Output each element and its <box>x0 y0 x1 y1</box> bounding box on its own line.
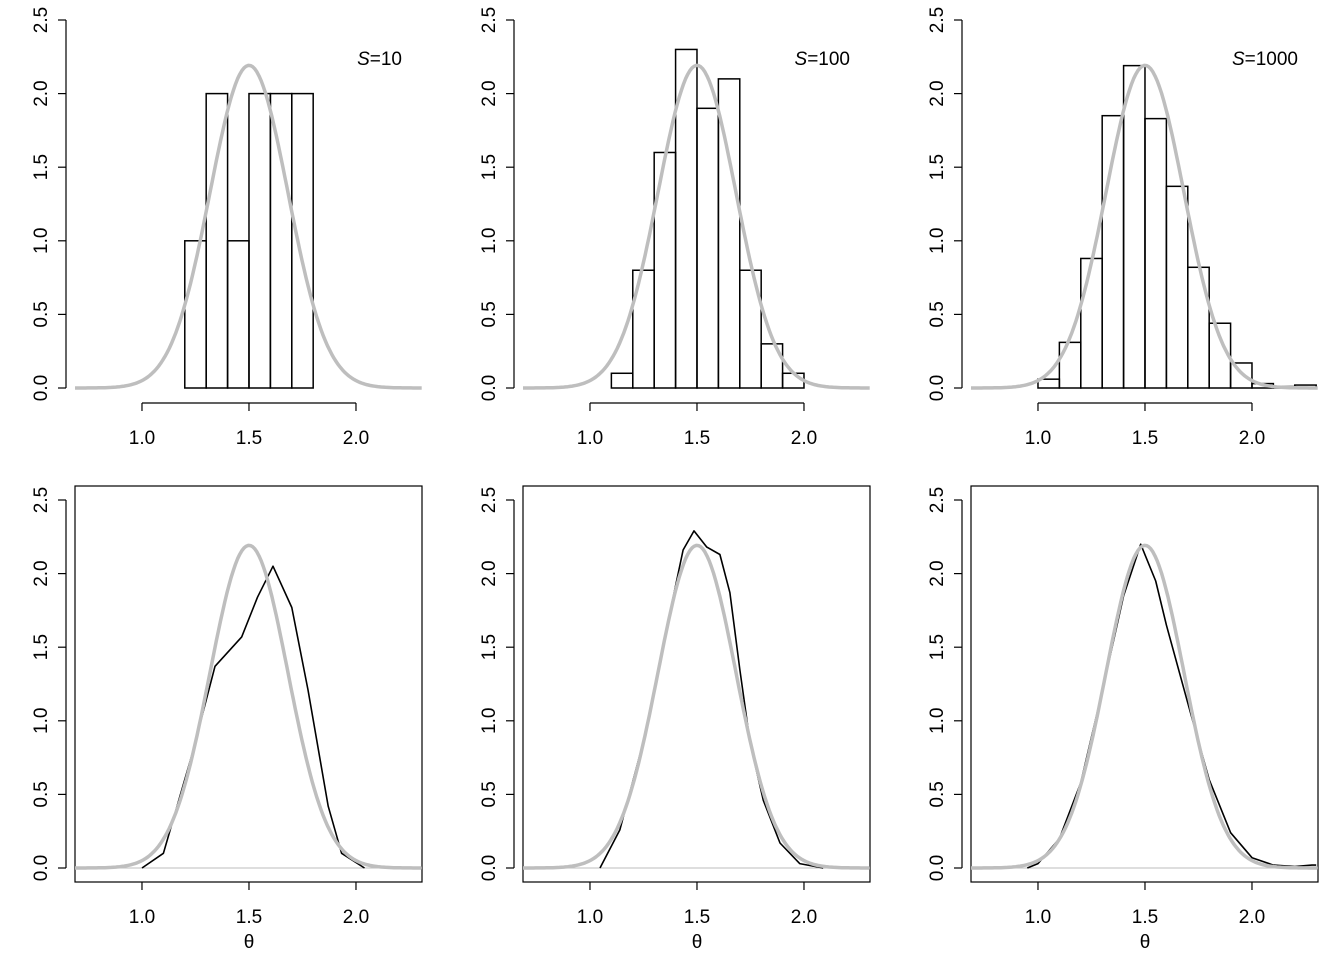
kde-line <box>599 530 824 869</box>
y-tick-label: 2.5 <box>31 7 52 33</box>
y-tick-label: 1.5 <box>927 634 948 660</box>
histogram-bar <box>1080 257 1103 389</box>
x-tick-label: 2.0 <box>1239 428 1265 449</box>
y-tick-label: 2.5 <box>479 7 500 33</box>
reference-density-line <box>523 63 870 390</box>
x-tick-label: 1.5 <box>684 907 710 928</box>
x-tick-label: 1.0 <box>577 428 603 449</box>
histogram-bar <box>1144 117 1168 389</box>
histogram-bar <box>1208 322 1232 389</box>
sample-size-value: =1000 <box>1245 49 1298 70</box>
panel-histogram-2: 0.0 0.5 1.0 1.5 2.0 2.5 1.0 1.5 2.0 S=100 <box>479 7 870 449</box>
y-tick-label: 0.5 <box>31 781 52 807</box>
histogram-bar <box>291 92 314 389</box>
y-tick-label: 0.5 <box>927 781 948 807</box>
x-tick-label: 1.0 <box>577 907 603 928</box>
histogram-bar <box>226 240 250 389</box>
histogram-bar <box>1165 185 1189 389</box>
x-tick-label: 1.0 <box>129 907 155 928</box>
panel-density-2: 0.0 0.5 1.0 1.5 2.0 2.5 θ 1.0 1.5 2.0 <box>479 485 871 953</box>
reference-density-line <box>971 63 1318 390</box>
y-tick-label: 0.5 <box>479 781 500 807</box>
y-tick-label: 0.0 <box>479 855 500 881</box>
panel-histogram-1: 0.0 0.5 1.0 1.5 2.0 2.5 1.0 1.5 2.0 S=10 <box>31 7 422 449</box>
y-tick-label: 1.0 <box>927 228 948 254</box>
sample-size-value: =10 <box>370 49 402 70</box>
x-tick-label: 1.5 <box>1132 907 1158 928</box>
reference-density-line <box>971 543 1318 870</box>
histogram-bar <box>205 92 229 389</box>
x-tick-label: 2.0 <box>343 428 369 449</box>
x-axis-label: θ <box>244 932 255 953</box>
y-tick-label: 1.5 <box>31 634 52 660</box>
y-tick-label: 2.0 <box>927 80 948 106</box>
histogram-bar <box>1229 362 1253 389</box>
y-tick-label: 0.0 <box>31 855 52 881</box>
histogram-bar <box>610 372 634 389</box>
sample-size-symbol: S <box>1232 49 1245 70</box>
histogram-bar <box>696 107 720 389</box>
x-tick-label: 1.5 <box>684 428 710 449</box>
histogram-bar <box>1187 266 1210 389</box>
x-tick-label: 1.5 <box>236 907 262 928</box>
panel-histogram-3: 0.0 0.5 1.0 1.5 2.0 2.5 1.0 1.5 2.0 S=1000 <box>927 7 1318 449</box>
y-tick-label: 0.0 <box>927 375 948 401</box>
x-tick-label: 2.0 <box>1239 907 1265 928</box>
x-tick-label: 1.5 <box>1132 428 1158 449</box>
y-tick-label: 0.0 <box>479 375 500 401</box>
histogram-bar <box>1122 64 1146 389</box>
y-tick-label: 1.0 <box>31 708 52 734</box>
histogram-bar <box>760 343 784 389</box>
histogram-bar <box>717 78 741 389</box>
y-tick-label: 1.5 <box>31 154 52 180</box>
y-tick-label: 2.0 <box>479 80 500 106</box>
reference-density-line <box>523 543 870 870</box>
sample-size-label: S=1000 <box>1232 49 1298 70</box>
y-tick-label: 2.5 <box>31 487 52 513</box>
histogram-bar <box>269 92 293 389</box>
x-tick-label: 1.0 <box>1025 907 1051 928</box>
x-tick-label: 1.5 <box>236 428 262 449</box>
y-tick-label: 2.5 <box>479 487 500 513</box>
sample-size-label: S=100 <box>795 49 850 70</box>
sample-size-value: =100 <box>807 49 850 70</box>
sample-size-label: S=10 <box>357 49 402 70</box>
x-tick-label: 1.0 <box>1025 428 1051 449</box>
histogram-bar <box>1058 341 1082 389</box>
sample-size-symbol: S <box>357 49 370 70</box>
y-tick-label: 1.0 <box>31 228 52 254</box>
x-axis-label: θ <box>692 932 703 953</box>
x-tick-label: 1.0 <box>129 428 155 449</box>
y-tick-label: 2.5 <box>927 487 948 513</box>
panel-density-3: 0.0 0.5 1.0 1.5 2.0 2.5 θ 1.0 1.5 2.0 <box>927 485 1319 953</box>
y-tick-label: 0.5 <box>479 301 500 327</box>
x-tick-label: 2.0 <box>343 907 369 928</box>
y-tick-label: 2.0 <box>479 560 500 586</box>
y-tick-label: 0.5 <box>31 301 52 327</box>
y-tick-label: 1.5 <box>479 154 500 180</box>
x-tick-label: 2.0 <box>791 907 817 928</box>
y-tick-label: 2.5 <box>927 7 948 33</box>
x-axis-label: θ <box>1140 932 1151 953</box>
y-tick-label: 1.0 <box>927 708 948 734</box>
y-tick-label: 1.5 <box>479 634 500 660</box>
y-tick-label: 0.5 <box>927 301 948 327</box>
y-tick-label: 1.0 <box>479 708 500 734</box>
y-tick-label: 2.0 <box>31 80 52 106</box>
y-tick-label: 0.0 <box>31 375 52 401</box>
y-tick-label: 2.0 <box>31 560 52 586</box>
kde-line <box>141 565 365 869</box>
panel-density-1: 0.0 0.5 1.0 1.5 2.0 2.5 θ 1.0 1.5 2.0 <box>31 485 423 953</box>
sample-size-symbol: S <box>795 49 808 70</box>
y-tick-label: 1.5 <box>927 154 948 180</box>
x-tick-label: 2.0 <box>791 428 817 449</box>
reference-density-line <box>75 63 422 390</box>
y-tick-label: 0.0 <box>927 855 948 881</box>
y-tick-label: 2.0 <box>927 560 948 586</box>
histogram-bar <box>739 269 762 389</box>
histogram-bar <box>248 92 272 389</box>
y-tick-label: 1.0 <box>479 228 500 254</box>
reference-density-line <box>75 543 422 870</box>
